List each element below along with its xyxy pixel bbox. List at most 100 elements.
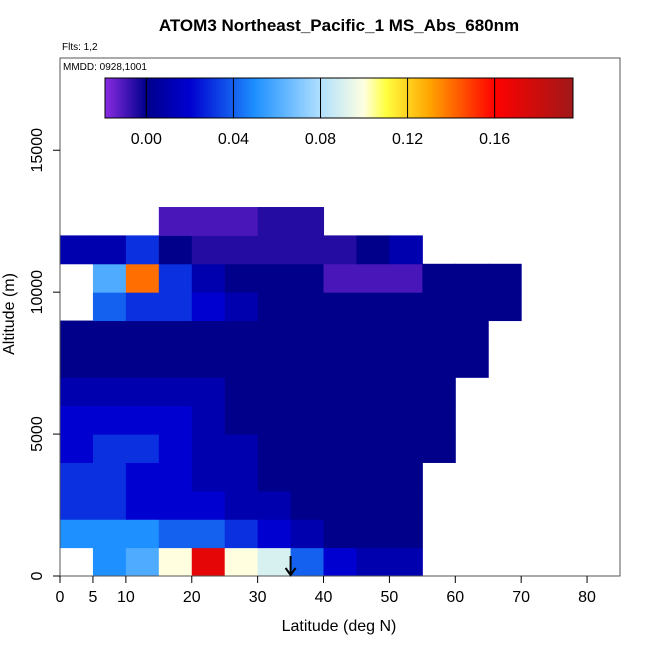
cell (224, 207, 259, 236)
cell (257, 490, 292, 520)
x-tick-label: 10 (117, 589, 135, 606)
cell (389, 490, 423, 520)
cell (191, 377, 226, 407)
cell (323, 519, 357, 549)
cell (257, 405, 292, 435)
cell (323, 405, 357, 435)
cell (455, 348, 489, 378)
annotation: MMDD: 0928,1001 (63, 62, 147, 73)
cell (323, 235, 357, 265)
cell (290, 405, 325, 435)
cell (92, 405, 127, 435)
cell (158, 490, 193, 520)
cell (290, 320, 325, 350)
cell (290, 434, 325, 463)
cell (224, 434, 259, 463)
x-tick-label: 5 (88, 589, 97, 606)
cell (125, 377, 160, 407)
cell (356, 434, 390, 463)
cell (356, 320, 390, 350)
x-tick-label: 40 (315, 589, 333, 606)
cell (224, 320, 259, 350)
cell (158, 377, 193, 407)
cell (224, 235, 259, 265)
cell (125, 434, 160, 463)
cell (224, 519, 259, 549)
cell (257, 263, 292, 293)
cell (389, 434, 423, 463)
cell (60, 434, 94, 463)
cell (92, 377, 127, 407)
y-tick-label: 15000 (29, 128, 46, 173)
cell (290, 292, 325, 322)
cell (125, 320, 160, 350)
cell (257, 235, 292, 265)
x-tick-label: 70 (512, 589, 530, 606)
cell (60, 405, 94, 435)
cell (158, 320, 193, 350)
cell (389, 263, 423, 293)
cell (158, 207, 193, 236)
cell (92, 263, 127, 293)
cell (323, 462, 357, 492)
x-tick-label: 20 (183, 589, 201, 606)
cell (290, 207, 325, 236)
cell (389, 462, 423, 492)
cell (224, 263, 259, 293)
cell (356, 263, 390, 293)
cell (356, 405, 390, 435)
cell (257, 207, 292, 236)
cell (356, 348, 390, 378)
x-axis-label: Latitude (deg N) (282, 618, 397, 635)
cell (290, 462, 325, 492)
cell (356, 519, 390, 549)
colorbar-tick-label: 0.16 (479, 131, 510, 148)
cell (158, 235, 193, 265)
subtitle: Flts: 1,2 (62, 42, 98, 53)
cell (158, 519, 193, 549)
cell (224, 405, 259, 435)
cell (92, 235, 127, 265)
colorbar (104, 77, 574, 119)
cell (92, 348, 127, 378)
cell (158, 263, 193, 293)
cell (290, 377, 325, 407)
cell (191, 207, 226, 236)
cell (356, 377, 390, 407)
cell (60, 320, 94, 350)
y-tick-label: 10000 (29, 270, 46, 315)
cell (290, 490, 325, 520)
cell (125, 405, 160, 435)
cell (158, 292, 193, 322)
cell (60, 377, 94, 407)
cell (389, 320, 423, 350)
cell (224, 292, 259, 322)
cell (191, 348, 226, 378)
cell (158, 405, 193, 435)
cell (191, 462, 226, 492)
cell (125, 292, 160, 322)
cell (191, 434, 226, 463)
cell (224, 348, 259, 378)
cell (356, 490, 390, 520)
cell (60, 235, 94, 265)
cell (224, 490, 259, 520)
cell (290, 348, 325, 378)
cell (323, 547, 357, 577)
cell (257, 348, 292, 378)
cell (422, 348, 456, 378)
cell (257, 519, 292, 549)
cell (323, 377, 357, 407)
cell (356, 292, 390, 322)
cell (356, 462, 390, 492)
colorbar-tick-label: 0.12 (392, 131, 423, 148)
cell (257, 462, 292, 492)
cell (191, 547, 226, 577)
cell (92, 519, 127, 549)
cell (158, 434, 193, 463)
cell (290, 519, 325, 549)
cell (323, 434, 357, 463)
cell (455, 292, 489, 322)
cell (257, 434, 292, 463)
cell (191, 405, 226, 435)
